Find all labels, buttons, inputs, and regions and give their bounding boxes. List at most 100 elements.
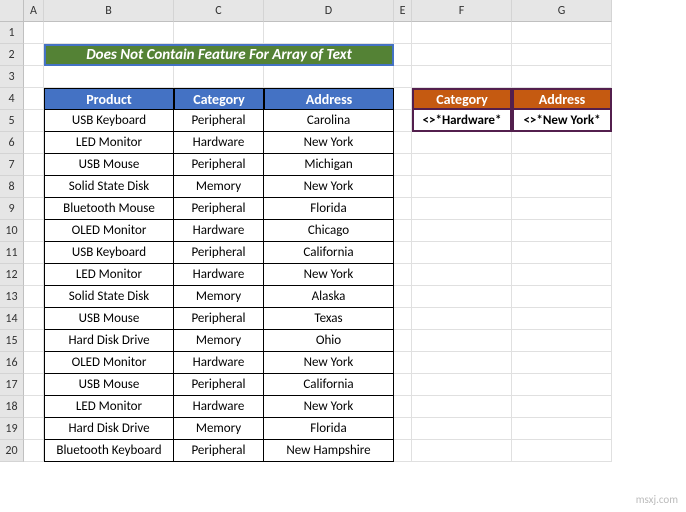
- row-header-7[interactable]: 7: [0, 154, 24, 176]
- row-header-13[interactable]: 13: [0, 286, 24, 308]
- cell[interactable]: [412, 22, 512, 44]
- table-cell[interactable]: Bluetooth Keyboard: [44, 440, 174, 462]
- row-header-5[interactable]: 5: [0, 110, 24, 132]
- table-cell[interactable]: Solid State Disk: [44, 176, 174, 198]
- cell[interactable]: [24, 154, 44, 176]
- table-cell[interactable]: Ohio: [264, 330, 394, 352]
- row-header-11[interactable]: 11: [0, 242, 24, 264]
- cell[interactable]: [394, 286, 412, 308]
- cell[interactable]: [512, 418, 612, 440]
- row-header-10[interactable]: 10: [0, 220, 24, 242]
- cell[interactable]: [512, 352, 612, 374]
- cell[interactable]: [512, 176, 612, 198]
- table-cell[interactable]: Michigan: [264, 154, 394, 176]
- table-cell[interactable]: USB Keyboard: [44, 110, 174, 132]
- cell[interactable]: [412, 418, 512, 440]
- row-header-9[interactable]: 9: [0, 198, 24, 220]
- cell[interactable]: [394, 66, 412, 88]
- row-header-6[interactable]: 6: [0, 132, 24, 154]
- row-header-14[interactable]: 14: [0, 308, 24, 330]
- cell[interactable]: [394, 418, 412, 440]
- cell[interactable]: [394, 154, 412, 176]
- table-cell[interactable]: OLED Monitor: [44, 220, 174, 242]
- table-cell[interactable]: Peripheral: [174, 440, 264, 462]
- cell[interactable]: [394, 110, 412, 132]
- cell[interactable]: [412, 242, 512, 264]
- cell[interactable]: [24, 88, 44, 110]
- cell[interactable]: [24, 110, 44, 132]
- table-cell[interactable]: Hardware: [174, 264, 264, 286]
- cell[interactable]: [512, 242, 612, 264]
- cell[interactable]: [412, 132, 512, 154]
- table-cell[interactable]: Florida: [264, 418, 394, 440]
- cell[interactable]: [394, 44, 412, 66]
- cell[interactable]: [512, 154, 612, 176]
- cell[interactable]: [512, 308, 612, 330]
- table-cell[interactable]: Florida: [264, 198, 394, 220]
- table-cell[interactable]: Chicago: [264, 220, 394, 242]
- cell[interactable]: [412, 374, 512, 396]
- cell[interactable]: [512, 374, 612, 396]
- cell[interactable]: [512, 22, 612, 44]
- table-cell[interactable]: Bluetooth Mouse: [44, 198, 174, 220]
- table-cell[interactable]: Texas: [264, 308, 394, 330]
- cell[interactable]: [412, 66, 512, 88]
- row-header-4[interactable]: 4: [0, 88, 24, 110]
- cell[interactable]: [412, 44, 512, 66]
- cell[interactable]: [512, 198, 612, 220]
- cell[interactable]: [24, 352, 44, 374]
- row-header-8[interactable]: 8: [0, 176, 24, 198]
- cell[interactable]: [412, 176, 512, 198]
- cell[interactable]: [24, 418, 44, 440]
- table-cell[interactable]: Peripheral: [174, 154, 264, 176]
- table-cell[interactable]: Memory: [174, 286, 264, 308]
- row-header-1[interactable]: 1: [0, 22, 24, 44]
- cell[interactable]: [24, 176, 44, 198]
- cell[interactable]: [412, 308, 512, 330]
- cell[interactable]: [24, 242, 44, 264]
- row-header-3[interactable]: 3: [0, 66, 24, 88]
- table-cell[interactable]: USB Mouse: [44, 154, 174, 176]
- cell[interactable]: [394, 330, 412, 352]
- table-cell[interactable]: Hardware: [174, 132, 264, 154]
- row-header-15[interactable]: 15: [0, 330, 24, 352]
- cell[interactable]: [24, 66, 44, 88]
- cell[interactable]: [394, 88, 412, 110]
- table-cell[interactable]: USB Mouse: [44, 374, 174, 396]
- cell[interactable]: [24, 198, 44, 220]
- table-cell[interactable]: Hardware: [174, 220, 264, 242]
- table-cell[interactable]: New York: [264, 396, 394, 418]
- cell[interactable]: [512, 440, 612, 462]
- cell[interactable]: [512, 132, 612, 154]
- table-cell[interactable]: New York: [264, 352, 394, 374]
- cell[interactable]: [394, 176, 412, 198]
- table-cell[interactable]: OLED Monitor: [44, 352, 174, 374]
- cell[interactable]: [512, 330, 612, 352]
- cell[interactable]: [412, 396, 512, 418]
- cell[interactable]: [24, 22, 44, 44]
- table-cell[interactable]: Peripheral: [174, 198, 264, 220]
- col-header-E[interactable]: E: [394, 0, 412, 22]
- cell[interactable]: [512, 396, 612, 418]
- table-cell[interactable]: New York: [264, 264, 394, 286]
- table-cell[interactable]: Peripheral: [174, 242, 264, 264]
- row-header-20[interactable]: 20: [0, 440, 24, 462]
- cell[interactable]: [394, 440, 412, 462]
- cell[interactable]: [394, 242, 412, 264]
- col-header-B[interactable]: B: [44, 0, 174, 22]
- cell[interactable]: [24, 330, 44, 352]
- table-cell[interactable]: Solid State Disk: [44, 286, 174, 308]
- cell[interactable]: [24, 286, 44, 308]
- table-cell[interactable]: Peripheral: [174, 308, 264, 330]
- table-cell[interactable]: LED Monitor: [44, 264, 174, 286]
- col-header-F[interactable]: F: [412, 0, 512, 22]
- cell[interactable]: [264, 66, 394, 88]
- table-cell[interactable]: Peripheral: [174, 110, 264, 132]
- table-cell[interactable]: New York: [264, 132, 394, 154]
- table-cell[interactable]: USB Keyboard: [44, 242, 174, 264]
- cell[interactable]: [24, 308, 44, 330]
- cell[interactable]: [394, 374, 412, 396]
- cell[interactable]: [44, 22, 174, 44]
- table-cell[interactable]: Carolina: [264, 110, 394, 132]
- col-header-C[interactable]: C: [174, 0, 264, 22]
